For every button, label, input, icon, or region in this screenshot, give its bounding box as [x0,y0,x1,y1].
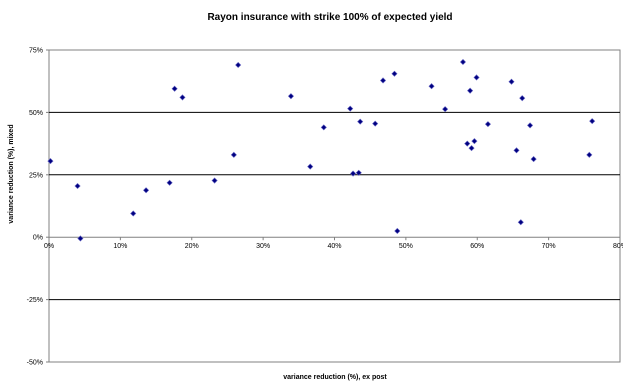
data-point [471,138,478,145]
data-point [143,187,150,194]
data-point [459,58,466,66]
x-tick-label: 60% [470,243,484,250]
y-tick-label: 25% [29,172,43,179]
data-point [350,170,357,177]
gridlines [46,49,621,363]
data-point [357,118,364,125]
data-point [171,85,178,92]
chart-title: Rayon insurance with strike 100% of expe… [207,12,452,23]
x-tick-label: 50% [399,243,413,250]
data-point [519,95,526,102]
data-point [307,163,314,170]
x-tick-label: 20% [185,243,199,250]
y-tick-label: -25% [27,297,43,304]
x-axis-tick-labels: 0% 10% 20% 30% 40% 50% 60% 70% 80% [44,243,623,250]
y-tick-label: 50% [29,110,43,117]
x-tick-label: 70% [542,243,556,250]
y-tick-label: -50% [27,360,43,367]
data-point [467,87,474,94]
x-tick-label: 80% [613,243,623,250]
data-point [527,122,534,129]
data-point [347,105,354,112]
data-point [380,77,387,84]
data-point [517,219,524,226]
data-point [473,74,480,81]
x-tick-label: 10% [113,243,127,250]
x-tick-label: 40% [327,243,341,250]
data-point [211,177,218,184]
data-point [230,151,237,158]
data-point [394,227,401,234]
data-point [391,70,398,77]
y-tick-label: 0% [33,235,43,242]
plot-area [48,49,621,363]
data-point [468,145,475,152]
x-tick-label: 30% [256,243,270,250]
x-axis-title: variance reduction (%), ex post [283,374,387,381]
data-point [428,83,435,90]
data-point [442,106,449,113]
data-point [513,147,520,154]
data-point [589,118,596,125]
data-point [464,140,471,147]
data-points [47,58,596,242]
data-point [77,235,84,242]
data-point [586,151,593,158]
data-point [484,121,491,128]
y-axis-tick-labels: -50% -25% 0% 25% 50% 75% [27,48,43,367]
data-point [530,156,537,163]
data-point [130,210,137,217]
data-point [287,93,294,100]
data-point [74,183,81,190]
data-point [166,179,173,186]
data-point [179,94,186,101]
plot-border [48,49,621,363]
data-point [320,124,327,131]
y-axis-title: variance reduction (%), mixed [8,124,15,223]
y-tick-label: 75% [29,48,43,55]
data-point [508,78,515,85]
data-point [235,61,242,69]
data-point [47,158,54,165]
data-point [355,169,362,176]
x-tick-label: 0% [44,243,54,250]
data-point [372,120,379,127]
